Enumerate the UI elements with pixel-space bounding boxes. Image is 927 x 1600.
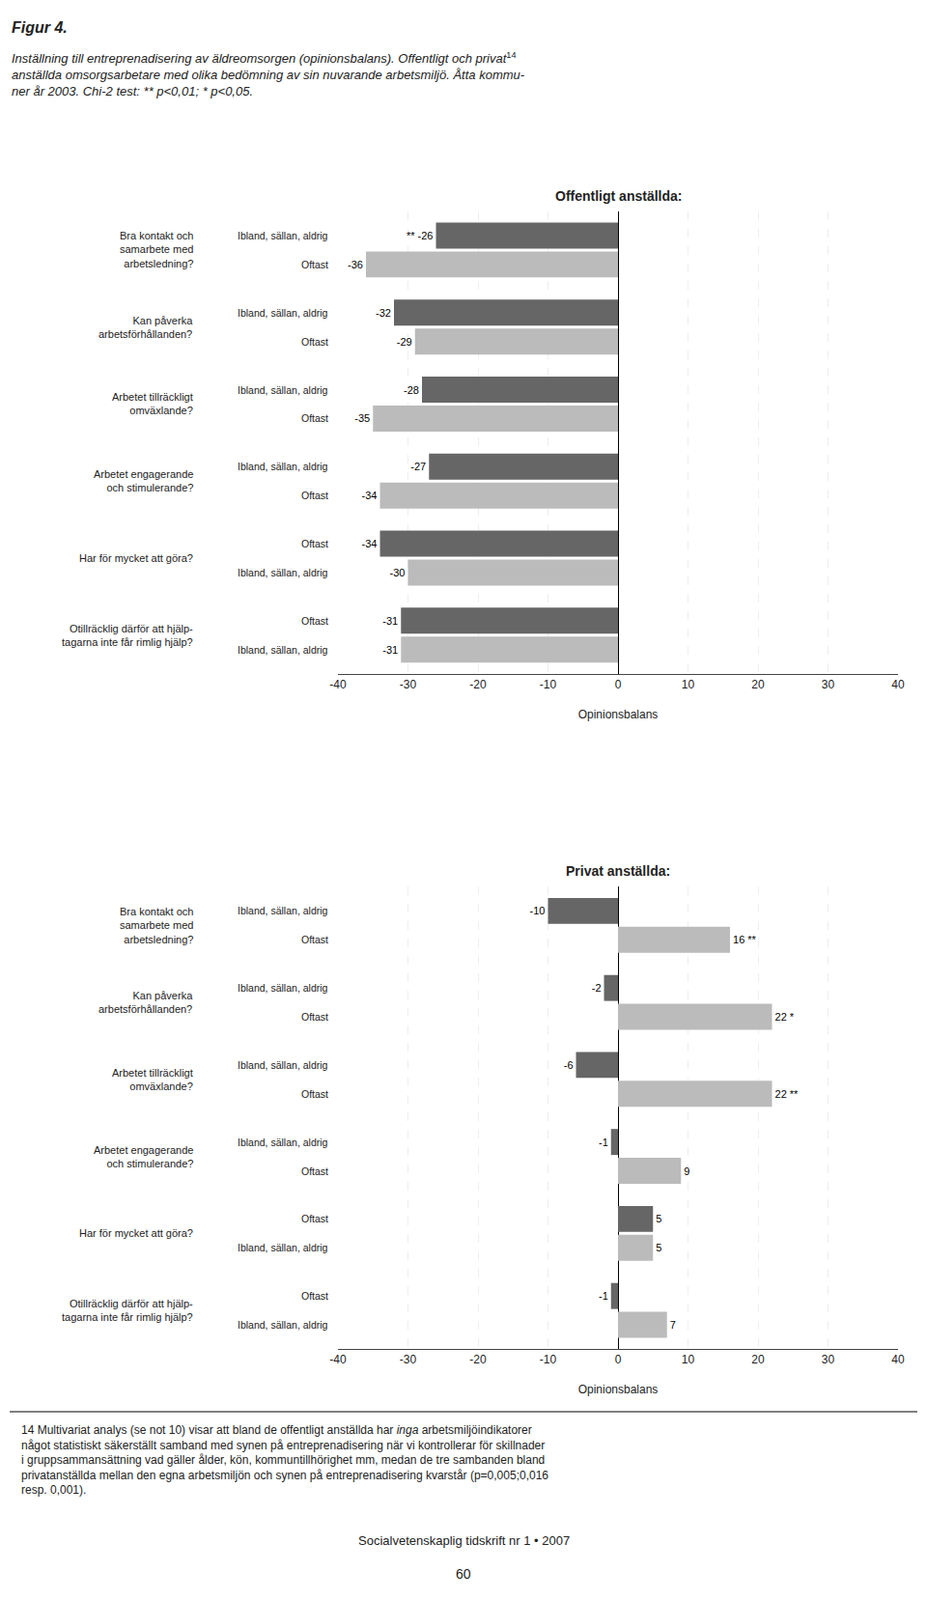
- svg-text:Bra kontakt ochsamarbete medar: Bra kontakt ochsamarbete medarbetslednin…: [119, 905, 194, 946]
- svg-text:22 **: 22 **: [775, 1088, 800, 1100]
- svg-text:Oftast: Oftast: [301, 1088, 329, 1100]
- svg-text:16 **: 16 **: [732, 933, 758, 946]
- svg-text:Oftast: Oftast: [301, 489, 329, 502]
- svg-text:Ibland, sällan, aldrig: Ibland, sällan, aldrig: [237, 460, 329, 473]
- svg-text:Ibland, sällan, aldrig: Ibland, sällan, aldrig: [237, 566, 329, 579]
- svg-text:-1: -1: [598, 1136, 609, 1149]
- svg-text:Ibland, sällan, aldrig: Ibland, sällan, aldrig: [237, 1241, 329, 1254]
- svg-text:Oftast: Oftast: [301, 336, 329, 348]
- svg-text:Kan påverkaarbetsförhållanden?: Kan påverkaarbetsförhållanden?: [98, 314, 194, 340]
- svg-text:Ibland, sällan, aldrig: Ibland, sällan, aldrig: [237, 384, 329, 396]
- svg-text:20: 20: [751, 1352, 765, 1367]
- svg-text:Socialvetenskaplig tidskrift n: Socialvetenskaplig tidskrift nr 1 • 2007: [358, 1533, 570, 1548]
- svg-text:7: 7: [670, 1319, 676, 1331]
- svg-text:Har för mycket att göra?: Har för mycket att göra?: [79, 552, 194, 564]
- svg-text:-6: -6: [563, 1059, 574, 1071]
- svg-text:Ibland, sällan, aldrig: Ibland, sällan, aldrig: [237, 307, 329, 319]
- svg-text:Oftast: Oftast: [301, 1290, 329, 1302]
- svg-text:Oftast: Oftast: [301, 1011, 329, 1023]
- svg-text:Otillräcklig därför att hjälp-: Otillräcklig därför att hjälp-tagarna in…: [61, 622, 194, 648]
- svg-text:Har för mycket att göra?: Har för mycket att göra?: [79, 1227, 194, 1239]
- svg-text:60: 60: [455, 1566, 472, 1582]
- svg-text:Oftast: Oftast: [301, 1165, 329, 1178]
- svg-text:0: 0: [615, 1352, 622, 1367]
- svg-text:Offentligt anställda:: Offentligt anställda:: [555, 188, 682, 204]
- svg-text:Oftast: Oftast: [301, 933, 329, 946]
- svg-text:-10: -10: [539, 1352, 558, 1367]
- svg-text:9: 9: [683, 1165, 690, 1178]
- svg-text:10: 10: [681, 677, 696, 692]
- svg-text:Bra kontakt ochsamarbete medar: Bra kontakt ochsamarbete medarbetslednin…: [119, 229, 194, 270]
- svg-text:Oftast: Oftast: [301, 615, 329, 627]
- svg-text:14 Multivariat analys (se not: 14 Multivariat analys (se not 10) visar …: [21, 1423, 549, 1497]
- svg-text:Opinionsbalans: Opinionsbalans: [578, 707, 659, 722]
- svg-text:Oftast: Oftast: [301, 258, 329, 271]
- svg-text:Ibland, sällan, aldrig: Ibland, sällan, aldrig: [237, 229, 329, 242]
- svg-text:Kan påverkaarbetsförhållanden?: Kan påverkaarbetsförhållanden?: [98, 989, 194, 1015]
- svg-text:30: 30: [821, 1352, 836, 1367]
- svg-text:-31: -31: [382, 644, 398, 656]
- svg-text:-31: -31: [382, 615, 398, 627]
- svg-text:-36: -36: [347, 258, 364, 271]
- svg-text:** -26: ** -26: [406, 229, 434, 242]
- svg-text:-32: -32: [375, 307, 392, 319]
- svg-text:30: 30: [821, 677, 836, 692]
- svg-text:-10: -10: [539, 677, 558, 692]
- svg-text:-2: -2: [591, 982, 602, 994]
- svg-text:Ibland, sällan, aldrig: Ibland, sällan, aldrig: [237, 982, 329, 994]
- svg-text:Privat anställda:: Privat anställda:: [565, 863, 671, 879]
- svg-text:Arbetet engagerandeoch stimule: Arbetet engagerandeoch stimulerande?: [93, 1144, 194, 1170]
- svg-text:Ibland, sällan, aldrig: Ibland, sällan, aldrig: [237, 1136, 329, 1149]
- svg-text:Opinionsbalans: Opinionsbalans: [578, 1382, 659, 1397]
- svg-text:Arbetet engagerandeoch stimule: Arbetet engagerandeoch stimulerande?: [93, 468, 194, 494]
- svg-text:Oftast: Oftast: [301, 537, 329, 550]
- svg-text:-35: -35: [354, 412, 370, 424]
- svg-text:-10: -10: [530, 904, 546, 917]
- svg-text:40: 40: [891, 1352, 905, 1367]
- svg-text:Inställning till entreprenadis: Inställning till entreprenadisering av ä…: [11, 50, 526, 99]
- svg-text:Arbetet tillräckligtomväxlande: Arbetet tillräckligtomväxlande?: [112, 1067, 194, 1093]
- svg-text:-40: -40: [329, 677, 347, 692]
- svg-text:0: 0: [615, 677, 622, 692]
- svg-text:Otillräcklig därför att hjälp-: Otillräcklig därför att hjälp-tagarna in…: [61, 1297, 194, 1323]
- svg-text:-40: -40: [329, 1352, 347, 1367]
- svg-text:-34: -34: [362, 537, 378, 550]
- svg-text:-27: -27: [410, 460, 426, 473]
- svg-text:-20: -20: [469, 677, 487, 692]
- svg-text:10: 10: [681, 1352, 696, 1367]
- svg-text:-20: -20: [469, 1352, 487, 1367]
- svg-text:-30: -30: [399, 1352, 418, 1367]
- svg-text:-28: -28: [403, 384, 420, 396]
- svg-text:5: 5: [655, 1212, 662, 1225]
- svg-text:20: 20: [751, 677, 765, 692]
- svg-text:Arbetet tillräckligtomväxlande: Arbetet tillräckligtomväxlande?: [112, 391, 194, 417]
- svg-text:Ibland, sällan, aldrig: Ibland, sällan, aldrig: [237, 1059, 329, 1071]
- svg-text:5: 5: [655, 1241, 662, 1254]
- svg-text:-30: -30: [399, 677, 418, 692]
- svg-text:22 *: 22 *: [775, 1011, 795, 1023]
- svg-text:40: 40: [891, 677, 905, 692]
- svg-text:Ibland, sällan, aldrig: Ibland, sällan, aldrig: [237, 904, 329, 917]
- svg-text:Oftast: Oftast: [301, 412, 329, 424]
- svg-text:Oftast: Oftast: [301, 1212, 329, 1225]
- svg-text:Ibland, sällan, aldrig: Ibland, sällan, aldrig: [237, 644, 329, 656]
- svg-text:-1: -1: [598, 1290, 609, 1302]
- svg-text:-30: -30: [390, 566, 406, 579]
- svg-text:-34: -34: [362, 489, 378, 502]
- svg-text:Ibland, sällan, aldrig: Ibland, sällan, aldrig: [237, 1319, 329, 1331]
- svg-text:Figur 4.: Figur 4.: [11, 19, 68, 36]
- svg-text:-29: -29: [396, 336, 413, 348]
